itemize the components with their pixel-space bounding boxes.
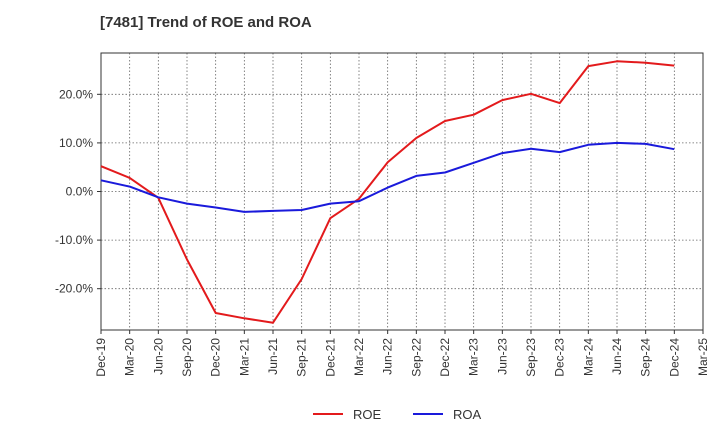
x-tick-label: Dec-24 — [667, 338, 681, 377]
x-tick-label: Sep-20 — [180, 338, 194, 377]
y-tick-label: -10.0% — [55, 233, 93, 247]
y-tick-label: 10.0% — [59, 136, 93, 150]
x-tick-label: Mar-21 — [237, 338, 251, 376]
x-tick-label: Mar-25 — [696, 338, 710, 376]
x-tick-label: Mar-20 — [123, 338, 137, 376]
y-tick-label: -20.0% — [55, 282, 93, 296]
legend-label-roe: ROE — [353, 407, 382, 422]
x-tick-label: Dec-21 — [323, 338, 337, 377]
x-tick-label: Jun-20 — [151, 338, 165, 375]
x-tick-label: Dec-20 — [209, 338, 223, 377]
x-tick-label: Mar-22 — [352, 338, 366, 376]
x-tick-label: Jun-21 — [266, 338, 280, 375]
x-tick-label: Dec-19 — [94, 338, 108, 377]
x-tick-label: Jun-24 — [610, 338, 624, 375]
x-tick-label: Dec-23 — [553, 338, 567, 377]
x-tick-label: Sep-23 — [524, 338, 538, 377]
x-tick-label: Sep-24 — [639, 338, 653, 377]
x-tick-label: Mar-24 — [581, 338, 595, 376]
y-tick-label: 0.0% — [66, 185, 94, 199]
legend-label-roa: ROA — [453, 407, 482, 422]
x-tick-label: Dec-22 — [438, 338, 452, 377]
y-tick-label: 20.0% — [59, 87, 93, 101]
x-tick-label: Jun-23 — [495, 338, 509, 375]
x-tick-label: Sep-21 — [295, 338, 309, 377]
x-tick-label: Mar-23 — [467, 338, 481, 376]
x-tick-label: Jun-22 — [381, 338, 395, 375]
x-tick-label: Sep-22 — [409, 338, 423, 377]
chart-title: [7481] Trend of ROE and ROA — [100, 14, 312, 31]
